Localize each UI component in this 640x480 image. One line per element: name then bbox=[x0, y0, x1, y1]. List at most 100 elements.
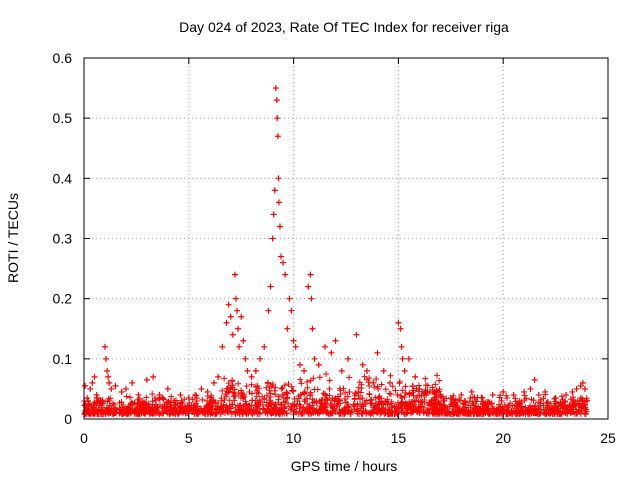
data-point bbox=[210, 379, 217, 386]
data-point bbox=[405, 355, 412, 362]
data-point bbox=[301, 367, 308, 374]
data-points bbox=[82, 85, 591, 410]
data-point bbox=[542, 388, 549, 395]
data-point bbox=[489, 391, 496, 398]
data-point bbox=[265, 307, 272, 314]
data-point bbox=[271, 187, 278, 194]
data-point bbox=[238, 313, 245, 320]
y-tick-label: 0.2 bbox=[53, 291, 73, 307]
data-point bbox=[89, 379, 96, 386]
data-point bbox=[573, 385, 580, 392]
data-point bbox=[274, 133, 281, 140]
data-point bbox=[447, 394, 454, 401]
data-point bbox=[93, 391, 100, 398]
data-point bbox=[458, 391, 465, 398]
data-point bbox=[468, 388, 475, 395]
data-point bbox=[579, 379, 586, 386]
data-point bbox=[353, 331, 360, 338]
data-point bbox=[171, 397, 178, 404]
data-point bbox=[282, 271, 289, 278]
data-point bbox=[437, 391, 444, 398]
data-point bbox=[363, 367, 370, 374]
data-point bbox=[322, 343, 329, 350]
data-point bbox=[290, 337, 297, 344]
x-tick-label: 25 bbox=[600, 430, 616, 446]
y-tick-label: 0.3 bbox=[53, 231, 73, 247]
data-point bbox=[399, 355, 406, 362]
data-point bbox=[244, 367, 251, 374]
data-point bbox=[232, 295, 239, 302]
data-point bbox=[236, 343, 243, 350]
data-point bbox=[229, 331, 236, 338]
plot-frame bbox=[83, 57, 609, 420]
x-tick-label: 15 bbox=[391, 430, 407, 446]
data-point bbox=[97, 397, 104, 404]
data-point bbox=[315, 361, 322, 368]
data-point bbox=[248, 373, 255, 380]
axis-ticks bbox=[83, 57, 609, 420]
data-point bbox=[584, 397, 591, 404]
data-point bbox=[521, 388, 528, 395]
chart-title: Day 024 of 2023, Rate Of TEC Index for r… bbox=[179, 19, 509, 35]
data-point bbox=[269, 235, 276, 242]
data-point bbox=[397, 325, 404, 332]
data-point bbox=[101, 343, 108, 350]
data-point bbox=[87, 385, 94, 392]
data-point bbox=[106, 379, 113, 386]
data-point bbox=[332, 337, 339, 344]
data-point bbox=[257, 355, 264, 362]
data-point bbox=[510, 391, 517, 398]
data-point bbox=[143, 376, 150, 383]
data-point bbox=[177, 391, 184, 398]
data-point bbox=[215, 373, 222, 380]
data-point bbox=[270, 211, 277, 218]
x-tick-label: 20 bbox=[495, 430, 511, 446]
data-point bbox=[235, 325, 242, 332]
data-point bbox=[311, 355, 318, 362]
data-point bbox=[252, 367, 259, 374]
data-point bbox=[286, 295, 293, 302]
cloud-layer bbox=[81, 370, 590, 418]
data-point bbox=[581, 385, 588, 392]
x-tick-label: 10 bbox=[286, 430, 302, 446]
data-point bbox=[185, 394, 192, 401]
data-point bbox=[242, 355, 249, 362]
data-point bbox=[296, 361, 303, 368]
data-point bbox=[112, 382, 119, 389]
data-point bbox=[412, 373, 419, 380]
data-point bbox=[234, 307, 241, 314]
data-point bbox=[416, 385, 423, 392]
data-point bbox=[307, 271, 314, 278]
data-point bbox=[328, 349, 335, 356]
y-tick-label: 0 bbox=[64, 411, 72, 427]
data-point bbox=[275, 175, 282, 182]
data-point bbox=[276, 223, 283, 230]
data-point bbox=[122, 385, 129, 392]
y-tick-label: 0.4 bbox=[53, 170, 73, 186]
data-point bbox=[278, 253, 285, 260]
data-point bbox=[129, 379, 136, 386]
data-point bbox=[288, 307, 295, 314]
data-point bbox=[308, 295, 315, 302]
data-point bbox=[398, 343, 405, 350]
y-axis-label: ROTI / TECUs bbox=[5, 193, 21, 283]
x-axis-label: GPS time / hours bbox=[291, 458, 398, 474]
data-point bbox=[500, 388, 507, 395]
data-point bbox=[108, 385, 115, 392]
data-point bbox=[359, 361, 366, 368]
data-point bbox=[274, 115, 281, 122]
data-point bbox=[563, 391, 570, 398]
y-tick-label: 0.1 bbox=[53, 351, 73, 367]
x-tick-label: 5 bbox=[185, 430, 193, 446]
data-point bbox=[192, 391, 199, 398]
data-point bbox=[231, 271, 238, 278]
y-tick-label: 0.6 bbox=[53, 50, 73, 66]
grid-lines bbox=[84, 58, 608, 419]
data-point bbox=[280, 259, 287, 266]
data-point bbox=[479, 394, 486, 401]
data-point bbox=[267, 283, 274, 290]
data-point bbox=[82, 382, 89, 389]
data-point bbox=[105, 373, 112, 380]
data-point bbox=[387, 379, 394, 386]
